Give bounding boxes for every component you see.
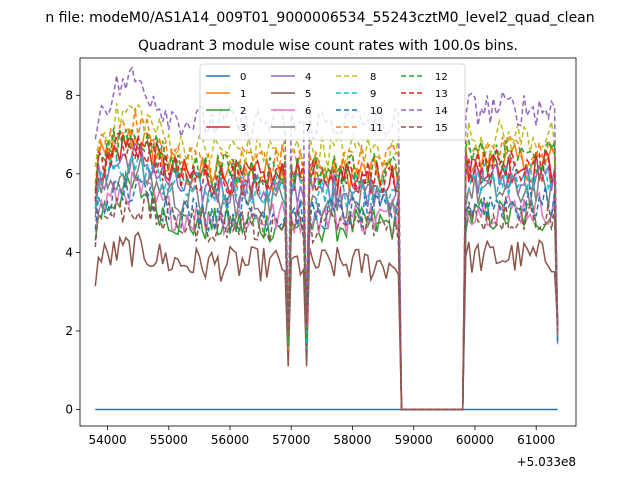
- legend-label-2: 2: [240, 106, 246, 117]
- legend-frame: [199, 63, 466, 141]
- figure-suptitle: n file: modeM0/AS1A14_009T01_9000006534_…: [45, 10, 594, 26]
- axes-layer: 54000 55000 56000 57000 58000 59000 60000 61000…: [65, 88, 555, 447]
- x-tick-label: 60000: [456, 433, 494, 447]
- x-offset-label: +5.033e8: [517, 455, 576, 469]
- legend-label-13: 13: [435, 89, 448, 100]
- series-line-2: [94, 169, 559, 411]
- legend-label-0: 0: [240, 72, 246, 83]
- y-tick-label: 0: [65, 403, 73, 417]
- legend-label-10: 10: [370, 106, 383, 117]
- y-tick-label: 4: [65, 245, 73, 259]
- series-line-12: [94, 127, 559, 411]
- legend-label-11: 11: [370, 123, 383, 134]
- x-tick-label: 55000: [150, 433, 188, 447]
- series-line-8: [94, 103, 559, 411]
- series-line-5: [94, 231, 559, 411]
- legend-label-12: 12: [435, 72, 448, 83]
- plot-border: [79, 57, 577, 427]
- y-tick-label: 2: [65, 324, 73, 338]
- legend-label-8: 8: [370, 72, 376, 83]
- legend-label-3: 3: [240, 123, 246, 134]
- series-line-13: [94, 132, 559, 411]
- x-tick-label: 57000: [272, 433, 310, 447]
- legend-label-1: 1: [240, 89, 246, 100]
- legend-label-9: 9: [370, 89, 376, 100]
- legend-label-5: 5: [305, 89, 311, 100]
- legend-label-15: 15: [435, 123, 448, 134]
- y-tick-label: 8: [65, 88, 73, 102]
- legend-label-6: 6: [305, 106, 311, 117]
- x-tick-label: 54000: [88, 433, 126, 447]
- series-line-9: [94, 149, 559, 411]
- series-line-15: [94, 191, 559, 411]
- chart-title: Quadrant 3 module wise count rates with …: [138, 38, 518, 54]
- y-tick-label: 6: [65, 167, 73, 181]
- x-tick-label: 61000: [517, 433, 555, 447]
- legend-label-4: 4: [305, 72, 311, 83]
- legend-label-7: 7: [305, 123, 311, 134]
- x-tick-label: 56000: [211, 433, 249, 447]
- x-tick-label: 59000: [395, 433, 433, 447]
- x-tick-label: 58000: [333, 433, 371, 447]
- legend-label-14: 14: [435, 106, 448, 117]
